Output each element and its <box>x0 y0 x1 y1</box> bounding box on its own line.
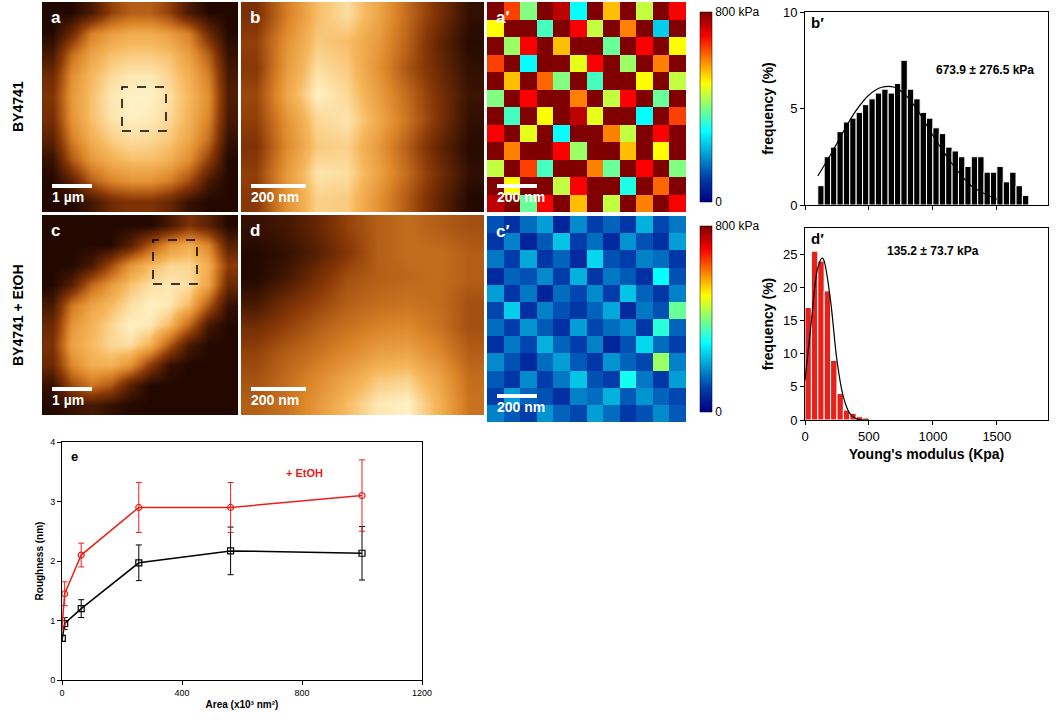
svg-text:2: 2 <box>50 556 55 566</box>
svg-text:d′: d′ <box>811 230 824 247</box>
svg-text:Young's modulus (Kpa): Young's modulus (Kpa) <box>849 446 1005 462</box>
svg-text:15: 15 <box>783 313 797 328</box>
svg-text:BY4741: BY4741 <box>10 81 26 132</box>
svg-text:1200: 1200 <box>412 688 432 698</box>
svg-text:5: 5 <box>790 101 797 116</box>
svg-text:1000: 1000 <box>918 429 947 444</box>
svg-text:673.9 ± 276.5 kPa: 673.9 ± 276.5 kPa <box>936 63 1034 77</box>
svg-text:10: 10 <box>783 5 797 20</box>
svg-text:d: d <box>250 221 260 240</box>
svg-text:c: c <box>51 221 60 240</box>
svg-text:135.2 ± 73.7 kPa: 135.2 ± 73.7 kPa <box>887 244 979 258</box>
svg-text:1500: 1500 <box>982 429 1011 444</box>
svg-text:0: 0 <box>790 198 797 213</box>
svg-text:1 µm: 1 µm <box>52 392 84 408</box>
svg-text:20: 20 <box>783 280 797 295</box>
svg-text:3: 3 <box>50 497 55 507</box>
svg-text:0: 0 <box>801 429 808 444</box>
svg-text:400: 400 <box>174 688 189 698</box>
svg-text:a: a <box>51 8 61 27</box>
svg-text:BY4741 + EtOH: BY4741 + EtOH <box>10 264 26 366</box>
svg-text:5: 5 <box>790 379 797 394</box>
svg-text:0: 0 <box>50 675 55 685</box>
svg-text:0: 0 <box>715 195 722 209</box>
svg-text:10: 10 <box>783 346 797 361</box>
svg-text:+ EtOH: + EtOH <box>286 467 323 479</box>
svg-text:800: 800 <box>294 688 309 698</box>
svg-text:1 µm: 1 µm <box>52 189 84 205</box>
svg-text:Roughness (nm): Roughness (nm) <box>34 522 45 601</box>
svg-text:200 nm: 200 nm <box>497 399 545 415</box>
svg-text:4: 4 <box>50 437 55 447</box>
svg-text:200 nm: 200 nm <box>251 392 299 408</box>
svg-text:500: 500 <box>858 429 880 444</box>
svg-text:b: b <box>250 8 260 27</box>
svg-text:200 nm: 200 nm <box>251 189 299 205</box>
svg-text:e: e <box>71 449 78 464</box>
svg-text:25: 25 <box>783 247 797 262</box>
svg-text:1: 1 <box>50 616 55 626</box>
svg-text:0: 0 <box>59 688 64 698</box>
svg-text:0: 0 <box>790 413 797 428</box>
svg-text:b′: b′ <box>811 14 824 31</box>
svg-text:800 kPa: 800 kPa <box>715 5 759 19</box>
svg-text:0: 0 <box>715 405 722 419</box>
svg-text:frequency (%): frequency (%) <box>760 278 776 371</box>
svg-text:200 nm: 200 nm <box>497 189 545 205</box>
svg-text:frequency (%): frequency (%) <box>760 62 776 155</box>
svg-text:a′: a′ <box>496 8 510 27</box>
svg-text:c′: c′ <box>496 222 510 241</box>
svg-text:800 kPa: 800 kPa <box>715 219 759 233</box>
svg-text:Area (x10³ nm²): Area (x10³ nm²) <box>206 699 279 710</box>
